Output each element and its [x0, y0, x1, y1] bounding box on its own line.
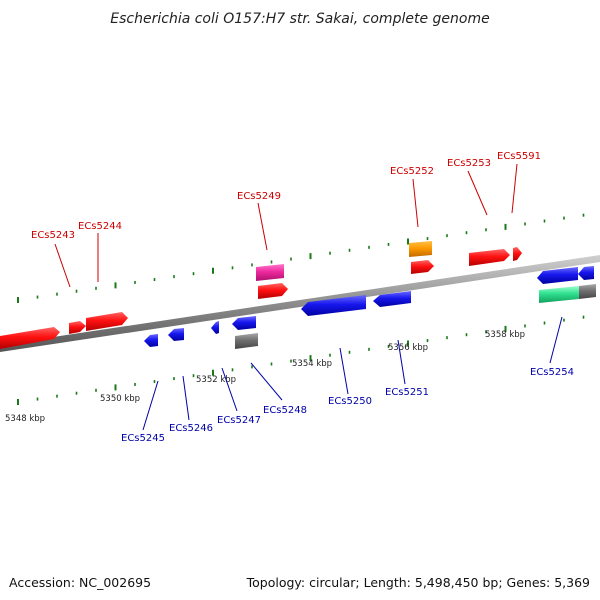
genome-backbone: [0, 255, 600, 352]
forward-leader-lines: [54, 163, 518, 288]
gene-arrow-ecs5254[interactable]: [537, 267, 578, 284]
gene-arrow-ecs5245[interactable]: [144, 334, 158, 347]
reverse-genes: [144, 266, 596, 349]
genome-summary-text: Topology: circular; Length: 5,498,450 bp…: [246, 575, 590, 590]
reverse-leader-lines: [142, 316, 563, 431]
gene-arrow-ecs5249[interactable]: [256, 264, 284, 281]
kbp-label: 5354 kbp: [292, 359, 332, 369]
gene-arrow-ecs5254-gray[interactable]: [579, 284, 596, 299]
gene-arrow-ecs5249-b[interactable]: [258, 283, 288, 299]
kbp-label: 5352 kbp: [196, 375, 236, 385]
gene-arrow-ecs5244[interactable]: [86, 312, 128, 331]
gene-label-ecs5245[interactable]: ECs5245: [121, 433, 165, 444]
forward-genes: [0, 241, 522, 349]
gene-label-ecs5244[interactable]: ECs5244: [78, 221, 122, 232]
gene-arrow-ecs5252[interactable]: [411, 260, 434, 274]
gene-label-ecs5243[interactable]: ECs5243: [31, 230, 75, 241]
gene-arrow-ecs5251[interactable]: [373, 291, 411, 307]
kbp-label: 5358 kbp: [485, 330, 525, 340]
gene-arrow-ecs5243[interactable]: [0, 327, 60, 349]
accession-text: Accession: NC_002695: [9, 575, 151, 590]
genome-title: Escherichia coli O157:H7 str. Sakai, com…: [110, 11, 489, 27]
gene-arrow-ecs5248[interactable]: [232, 316, 256, 330]
gene-label-ecs5254[interactable]: ECs5254: [530, 367, 574, 378]
gene-label-ecs5250[interactable]: ECs5250: [328, 396, 372, 407]
gene-arrow-ecs5248-gray[interactable]: [235, 333, 258, 349]
gene-label-ecs5251[interactable]: ECs5251: [385, 387, 429, 398]
gene-arrow-ecs5254-b[interactable]: [578, 266, 594, 280]
gene-arrow-ecs5253[interactable]: [469, 249, 510, 266]
gene-arrow-ecs5244-small[interactable]: [69, 321, 86, 334]
gene-label-ecs5249[interactable]: ECs5249: [237, 191, 281, 202]
kbp-label: 5350 kbp: [100, 394, 140, 404]
gene-label-ecs5247[interactable]: ECs5247: [217, 415, 261, 426]
gene-label-ecs5253[interactable]: ECs5253: [447, 158, 491, 169]
gene-arrow-ecs5591[interactable]: [513, 247, 522, 261]
gene-arrow-ecs5250[interactable]: [301, 295, 366, 316]
gene-label-ecs5591[interactable]: ECs5591: [497, 151, 541, 162]
kbp-label: 5356 kbp: [388, 343, 428, 353]
gene-label-ecs5248[interactable]: ECs5248: [263, 405, 307, 416]
gene-arrow-ecs5254-green[interactable]: [539, 286, 579, 303]
gene-label-ecs5252[interactable]: ECs5252: [390, 166, 434, 177]
gene-label-ecs5246[interactable]: ECs5246: [169, 423, 213, 434]
gene-arrow-ecs5252-orange[interactable]: [409, 241, 432, 257]
gene-arrow-ecs5246[interactable]: [168, 328, 184, 341]
kbp-label: 5348 kbp: [5, 414, 45, 424]
gene-arrow-ecs5247[interactable]: [211, 321, 219, 334]
tick-marks: [17, 213, 585, 405]
